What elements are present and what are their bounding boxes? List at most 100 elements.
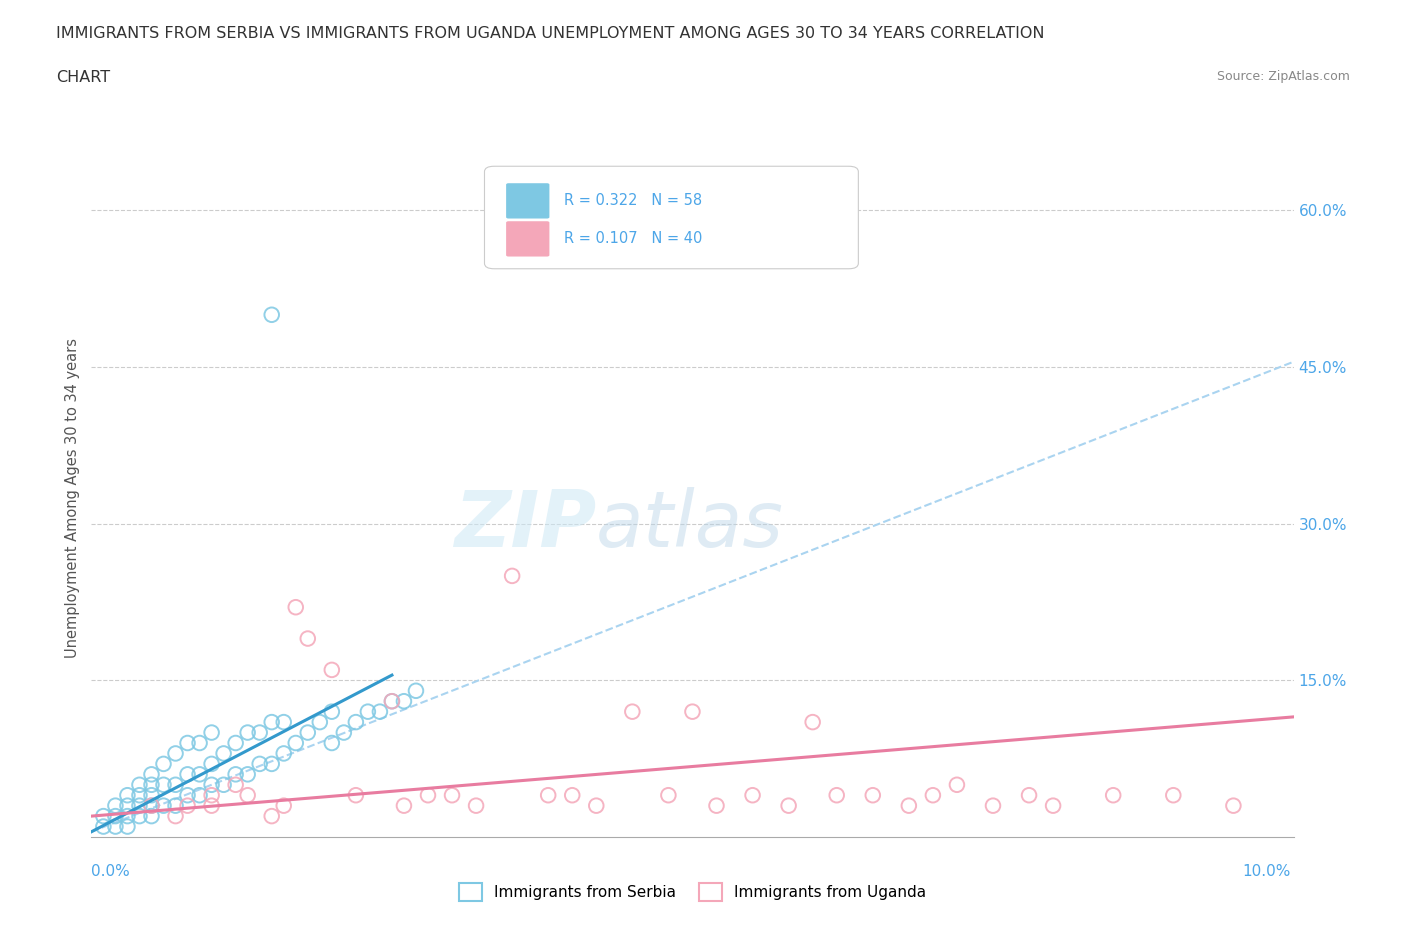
- Point: [176, 736, 198, 751]
- Point: [344, 788, 367, 803]
- Point: [1042, 798, 1064, 813]
- Point: [225, 777, 247, 792]
- Point: [657, 788, 679, 803]
- Text: ZIP: ZIP: [454, 486, 596, 563]
- Point: [201, 756, 224, 771]
- Legend: Immigrants from Serbia, Immigrants from Uganda: Immigrants from Serbia, Immigrants from …: [453, 877, 932, 908]
- Point: [104, 819, 127, 834]
- Point: [297, 631, 319, 646]
- Point: [333, 725, 356, 740]
- Point: [152, 756, 174, 771]
- Point: [201, 777, 224, 792]
- Point: [141, 788, 163, 803]
- Point: [165, 746, 187, 761]
- FancyBboxPatch shape: [506, 183, 550, 219]
- Point: [273, 798, 295, 813]
- Point: [165, 798, 187, 813]
- Point: [104, 809, 127, 824]
- Point: [284, 600, 307, 615]
- Point: [176, 767, 198, 782]
- Point: [249, 756, 271, 771]
- Point: [212, 777, 235, 792]
- Point: [897, 798, 920, 813]
- Point: [405, 684, 427, 698]
- Point: [201, 725, 224, 740]
- Point: [321, 704, 343, 719]
- Point: [141, 809, 163, 824]
- Text: atlas: atlas: [596, 486, 785, 563]
- Point: [308, 714, 330, 729]
- Point: [188, 788, 211, 803]
- Point: [188, 767, 211, 782]
- Point: [344, 714, 367, 729]
- Point: [260, 714, 283, 729]
- Point: [236, 767, 259, 782]
- Point: [225, 767, 247, 782]
- Point: [981, 798, 1004, 813]
- Point: [128, 798, 150, 813]
- Point: [778, 798, 800, 813]
- Point: [128, 809, 150, 824]
- Text: 0.0%: 0.0%: [91, 864, 131, 879]
- Point: [188, 736, 211, 751]
- Point: [681, 704, 703, 719]
- Point: [212, 746, 235, 761]
- Point: [117, 788, 139, 803]
- Point: [368, 704, 391, 719]
- Point: [249, 725, 271, 740]
- Point: [141, 798, 163, 813]
- Point: [357, 704, 380, 719]
- Point: [381, 694, 404, 709]
- Point: [165, 809, 187, 824]
- Point: [297, 725, 319, 740]
- Point: [176, 788, 198, 803]
- Text: R = 0.107   N = 40: R = 0.107 N = 40: [564, 232, 702, 246]
- Point: [128, 777, 150, 792]
- Point: [260, 809, 283, 824]
- Point: [381, 694, 404, 709]
- Point: [141, 798, 163, 813]
- Point: [862, 788, 884, 803]
- Point: [236, 725, 259, 740]
- Point: [1161, 788, 1184, 803]
- Point: [165, 777, 187, 792]
- Point: [236, 788, 259, 803]
- Point: [128, 788, 150, 803]
- Point: [465, 798, 488, 813]
- Point: [561, 788, 583, 803]
- Point: [706, 798, 728, 813]
- Point: [201, 788, 224, 803]
- Point: [392, 694, 415, 709]
- Point: [260, 307, 283, 322]
- Point: [152, 798, 174, 813]
- Point: [93, 809, 115, 824]
- Point: [922, 788, 945, 803]
- Point: [501, 568, 523, 583]
- Point: [440, 788, 463, 803]
- Point: [117, 809, 139, 824]
- Point: [1102, 788, 1125, 803]
- Text: 10.0%: 10.0%: [1243, 864, 1291, 879]
- Point: [273, 746, 295, 761]
- Point: [284, 736, 307, 751]
- Text: IMMIGRANTS FROM SERBIA VS IMMIGRANTS FROM UGANDA UNEMPLOYMENT AMONG AGES 30 TO 3: IMMIGRANTS FROM SERBIA VS IMMIGRANTS FRO…: [56, 26, 1045, 41]
- Text: R = 0.322   N = 58: R = 0.322 N = 58: [564, 193, 702, 208]
- Point: [152, 777, 174, 792]
- Point: [621, 704, 644, 719]
- Point: [201, 798, 224, 813]
- Point: [260, 756, 283, 771]
- Point: [585, 798, 607, 813]
- Y-axis label: Unemployment Among Ages 30 to 34 years: Unemployment Among Ages 30 to 34 years: [65, 338, 80, 658]
- FancyBboxPatch shape: [506, 221, 550, 257]
- Point: [1018, 788, 1040, 803]
- FancyBboxPatch shape: [485, 166, 858, 269]
- Point: [104, 798, 127, 813]
- Point: [321, 662, 343, 677]
- Point: [946, 777, 969, 792]
- Point: [416, 788, 439, 803]
- Point: [801, 714, 824, 729]
- Point: [176, 798, 198, 813]
- Point: [392, 798, 415, 813]
- Point: [141, 777, 163, 792]
- Point: [321, 736, 343, 751]
